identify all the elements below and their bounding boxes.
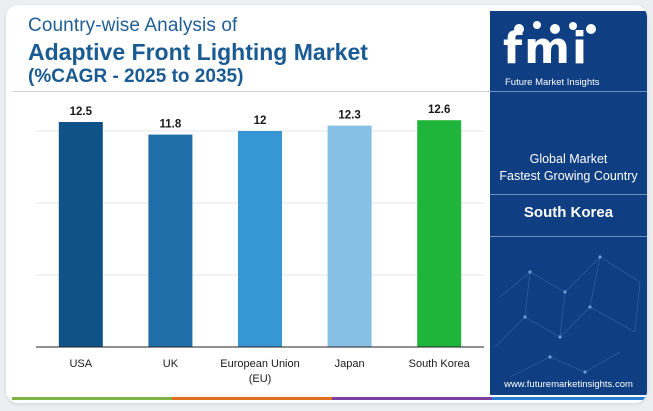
data-label: 12.5 xyxy=(70,106,93,118)
category-label: (EU) xyxy=(249,373,272,385)
footer-segment-blue xyxy=(492,397,647,400)
data-label: 12.3 xyxy=(338,110,360,122)
report-card: Country-wise Analysis of Adaptive Front … xyxy=(6,5,647,403)
logo-wordmark: fmi xyxy=(503,23,590,74)
category-label: European Union xyxy=(220,358,300,370)
bar xyxy=(238,131,282,347)
bar xyxy=(148,134,193,347)
data-label: 12.6 xyxy=(428,104,450,116)
panel-label-fastest: Fastest Growing Country xyxy=(499,169,638,183)
panel-divider-top xyxy=(490,91,647,92)
data-label: 12 xyxy=(254,115,267,127)
data-label: 11.8 xyxy=(160,119,182,131)
category-label: UK xyxy=(163,358,179,370)
bar-chart: 12.5 USA 11.8 UK 12 European Union (EU) 12.3 Jap… xyxy=(36,104,484,385)
bar xyxy=(417,120,462,347)
category-label: Japan xyxy=(335,358,365,370)
side-panel: fmi Future Market Insights Global Market… xyxy=(490,11,647,395)
network-graphic xyxy=(494,255,641,378)
fastest-country: South Korea xyxy=(523,204,614,221)
category-label: South Korea xyxy=(409,358,471,370)
logo-icons xyxy=(514,21,596,34)
website-url: www.futuremarketinsights.com xyxy=(504,379,633,390)
fmi-logo: fmi Future Market Insights xyxy=(495,15,635,91)
panel-divider-bottom xyxy=(490,236,647,237)
chart-title-main: Adaptive Front Lighting Market xyxy=(28,39,368,65)
footer-segment-orange xyxy=(172,397,332,400)
panel-label-global: Global Market xyxy=(529,152,608,166)
footer-color-bar xyxy=(12,397,647,400)
bar xyxy=(58,122,103,347)
title-divider xyxy=(12,91,490,92)
panel-divider-mid xyxy=(490,194,647,195)
category-label: USA xyxy=(69,358,92,370)
bar xyxy=(327,125,372,347)
footer-segment-purple xyxy=(332,397,492,400)
logo-subtitle: Future Market Insights xyxy=(505,77,600,88)
chart-title-line1: Country-wise Analysis of xyxy=(28,15,238,36)
chart-title-subtitle: (%CAGR - 2025 to 2035) xyxy=(28,66,244,87)
footer-segment-green xyxy=(12,397,172,400)
